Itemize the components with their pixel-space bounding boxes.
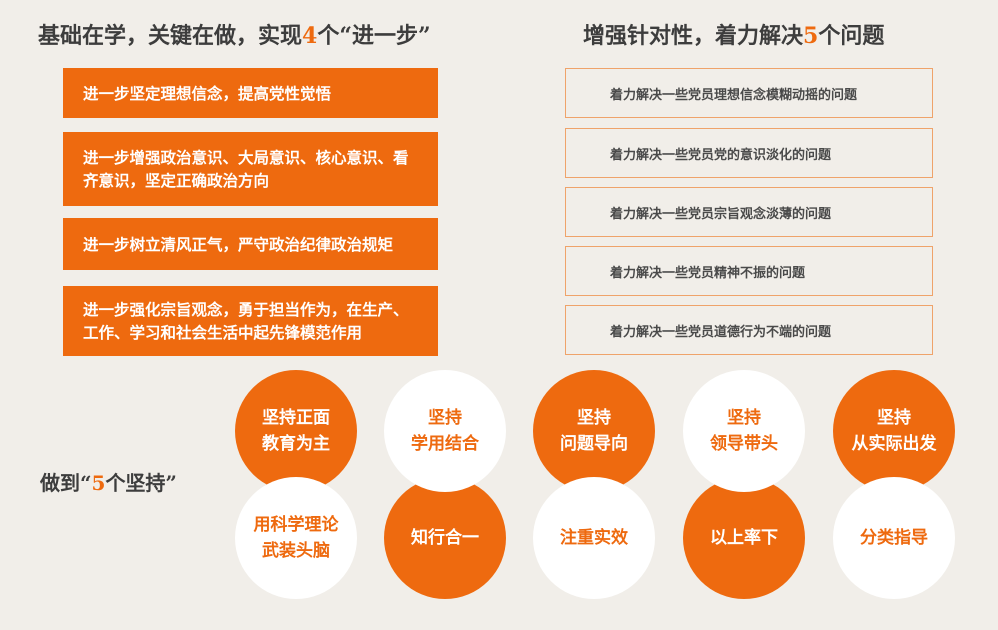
circle-text: 注重实效 (560, 525, 628, 551)
principle-circle: 坚持 问题导向 (533, 370, 655, 492)
circle-text: 以上率下 (710, 525, 778, 551)
principle-circle: 坚持 从实际出发 (833, 370, 955, 492)
problem-box: 着力解决一些党员精神不振的问题 (565, 246, 933, 296)
circle-line: 用科学理论 (253, 515, 339, 535)
title-text: 基础在学，关键在做，实现 (38, 23, 303, 49)
circle-line: 问题导向 (560, 434, 628, 454)
circle-line: 坚持 (577, 408, 611, 428)
circle-text: 坚持正面 教育为主 (262, 405, 330, 457)
circle-text: 坚持 从实际出发 (852, 405, 937, 457)
circle-text: 坚持 学用结合 (411, 405, 479, 457)
circle-text: 坚持 问题导向 (560, 405, 628, 457)
circle-line: 坚持 (727, 408, 761, 428)
problem-box: 着力解决一些党员宗旨观念淡薄的问题 (565, 187, 933, 237)
principle-circle: 用科学理论 武装头脑 (235, 477, 357, 599)
circle-text: 用科学理论 武装头脑 (254, 512, 339, 564)
problem-box: 着力解决一些党员党的意识淡化的问题 (565, 128, 933, 178)
circle-line: 学用结合 (411, 434, 479, 454)
circle-line: 从实际出发 (851, 434, 937, 454)
title-number: 4 (302, 23, 318, 49)
step-box: 进一步树立清风正气，严守政治纪律政治规矩 (63, 218, 438, 270)
step-box: 进一步强化宗旨观念，勇于担当作为，在生产、工作、学习和社会生活中起先锋模范作用 (63, 286, 438, 356)
principle-circle: 坚持 学用结合 (384, 370, 506, 492)
title-text: 个问题 (818, 23, 885, 49)
label-number: 5 (91, 471, 106, 495)
right-title: 增强针对性，着力解决5个问题 (583, 18, 884, 50)
label-text: 个坚持” (105, 471, 177, 495)
step-box: 进一步坚定理想信念，提高党性觉悟 (63, 68, 438, 118)
principle-circle: 坚持正面 教育为主 (235, 370, 357, 492)
principle-circle: 注重实效 (533, 477, 655, 599)
principle-circle: 分类指导 (833, 477, 955, 599)
circle-line: 领导带头 (710, 434, 778, 454)
circle-text: 坚持 领导带头 (710, 405, 778, 457)
circle-line: 武装头脑 (262, 541, 330, 561)
problem-box: 着力解决一些党员道德行为不端的问题 (565, 305, 933, 355)
circle-line: 注重实效 (560, 528, 628, 548)
principle-circle: 以上率下 (683, 477, 805, 599)
circle-text: 分类指导 (860, 525, 928, 551)
step-box: 进一步增强政治意识、大局意识、核心意识、看齐意识，坚定正确政治方向 (63, 132, 438, 206)
side-label: 做到“5个坚持” (40, 467, 177, 496)
title-text: 个“进一步” (317, 23, 431, 49)
circle-line: 知行合一 (411, 528, 479, 548)
circle-line: 分类指导 (860, 528, 928, 548)
circle-line: 坚持 (877, 408, 911, 428)
left-title: 基础在学，关键在做，实现4个“进一步” (38, 18, 431, 50)
circle-line: 坚持正面 (262, 408, 330, 428)
principle-circle: 坚持 领导带头 (683, 370, 805, 492)
problem-box: 着力解决一些党员理想信念模糊动摇的问题 (565, 68, 933, 118)
label-text: 做到“ (40, 471, 92, 495)
circle-line: 坚持 (428, 408, 462, 428)
title-number: 5 (803, 23, 819, 49)
title-text: 增强针对性，着力解决 (583, 23, 804, 49)
circle-line: 教育为主 (262, 434, 330, 454)
circle-text: 知行合一 (411, 525, 479, 551)
circle-line: 以上率下 (710, 528, 778, 548)
principle-circle: 知行合一 (384, 477, 506, 599)
